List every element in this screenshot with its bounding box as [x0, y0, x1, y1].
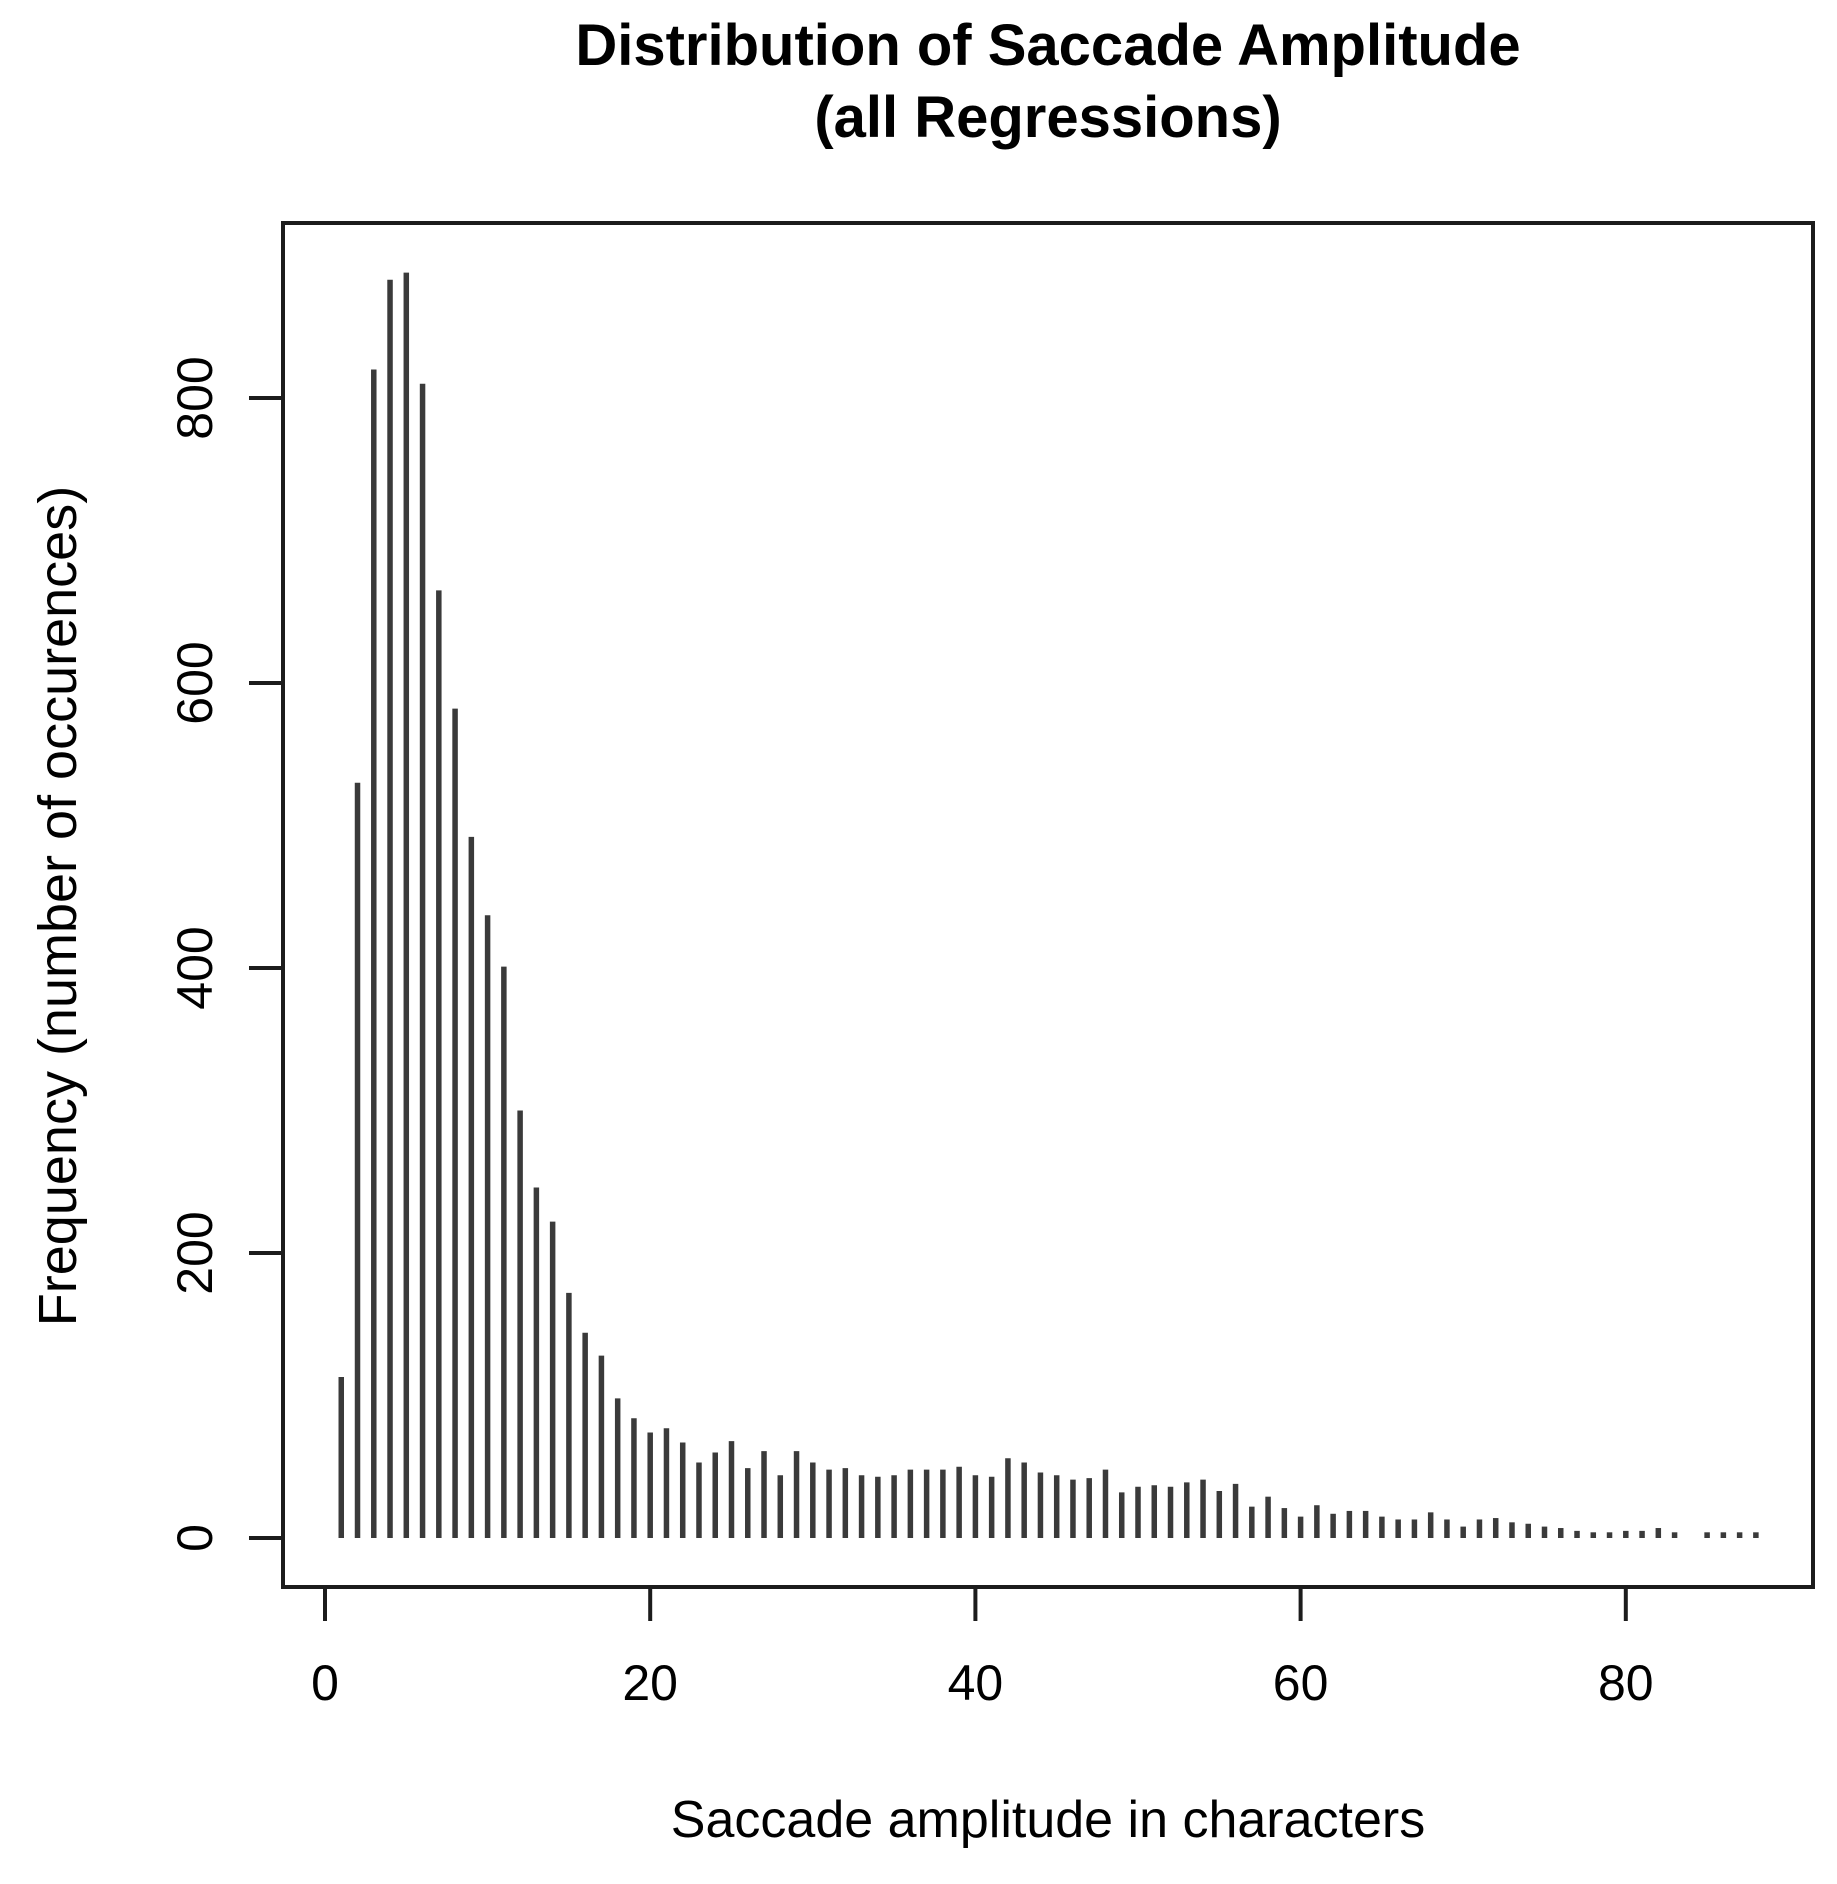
y-tick-label: 200 — [167, 1211, 223, 1294]
x-tick-label: 60 — [1273, 1655, 1329, 1711]
chart-title-line1: Distribution of Saccade Amplitude — [575, 13, 1521, 78]
chart-title: Distribution of Saccade Amplitude (all R… — [283, 10, 1813, 154]
plot-box — [281, 221, 1815, 1589]
x-tick-label: 20 — [622, 1655, 678, 1711]
x-tick-label: 0 — [311, 1655, 339, 1711]
y-axis-title: Frequency (number of occurences) — [28, 485, 88, 1327]
chart-title-line2: (all Regressions) — [814, 85, 1282, 150]
x-tick-label: 80 — [1598, 1655, 1654, 1711]
y-tick-label: 800 — [167, 356, 223, 439]
x-tick-label: 40 — [948, 1655, 1004, 1711]
y-tick-label: 400 — [167, 926, 223, 1009]
y-tick-label: 0 — [167, 1524, 223, 1552]
y-tick-label: 600 — [167, 641, 223, 724]
x-axis-title: Saccade amplitude in characters — [670, 1791, 1426, 1849]
